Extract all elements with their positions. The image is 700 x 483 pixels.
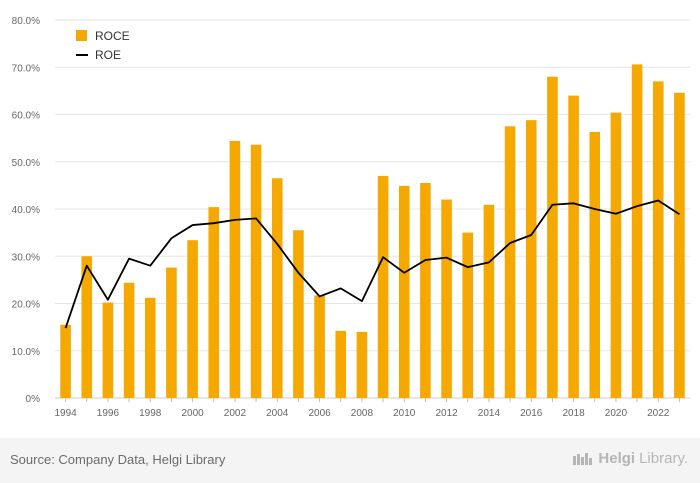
roce-bar [568, 95, 579, 398]
y-axis: 0% 10.0% 20.0% 30.0% 40.0% 50.0% 60.0% 70.0% 80.… [12, 16, 40, 405]
roce-bar [356, 331, 368, 398]
x-tick-label: 2000 [181, 408, 204, 419]
brand-name-light: Library. [639, 450, 688, 467]
y-tick-label: 80.0% [12, 16, 40, 27]
y-tick-label: 10.0% [12, 347, 40, 358]
footer: Source: Company Data, Helgi Library Helg… [0, 438, 700, 483]
roce-bar [60, 324, 71, 398]
y-tick-label: 30.0% [12, 252, 40, 263]
roe-line-group [64, 199, 680, 329]
roce-bar [504, 126, 516, 398]
roce-bar [420, 183, 431, 398]
roce-bar [652, 81, 664, 399]
source-text: Source: Company Data, Helgi Library [10, 452, 226, 467]
chart: 0% 10.0% 20.0% 30.0% 40.0% 50.0% 60.0% 70.0% 80.… [12, 16, 690, 419]
roce-bar [314, 295, 325, 398]
roce-bar [525, 120, 537, 399]
roe-line [64, 199, 680, 329]
roce-bar [610, 112, 622, 399]
x-tick-label: 2002 [224, 408, 247, 419]
legend-roe-label: ROE [95, 48, 121, 62]
x-tick-label: 2008 [351, 408, 374, 419]
x-tick-label: 2018 [562, 408, 585, 419]
library-logo-icon [573, 452, 593, 465]
brand-name-bold: Helgi [598, 450, 636, 467]
roce-bar [589, 131, 601, 399]
roce-bar [398, 185, 410, 398]
legend-roce-swatch [76, 30, 87, 41]
legend: ROCE ROE [76, 29, 130, 62]
roce-bar [208, 207, 220, 398]
roce-bar [547, 76, 558, 398]
x-axis: 1994 1996 1998 2000 2002 2004 2006 2008 2010 2012… [54, 398, 680, 419]
roce-bar [462, 232, 474, 398]
roce-bar [250, 144, 262, 398]
y-tick-label: 20.0% [12, 300, 40, 311]
x-tick-label: 2012 [435, 408, 458, 419]
roce-bar [81, 256, 93, 398]
legend-roce-label: ROCE [95, 29, 130, 43]
y-tick-label: 70.0% [12, 63, 40, 74]
roce-bar [631, 64, 643, 398]
y-tick-label: 50.0% [12, 158, 40, 169]
roce-bar [229, 140, 241, 398]
x-tick-label: 2004 [266, 408, 289, 419]
roce-bars [60, 64, 685, 399]
brand-logo: Helgi Library. [572, 450, 688, 467]
x-tick-label: 1994 [54, 408, 77, 419]
y-tick-label: 60.0% [12, 111, 40, 122]
x-tick-label: 1996 [97, 408, 120, 419]
roce-bar [102, 302, 114, 398]
x-tick-label: 2020 [605, 408, 628, 419]
x-tick-label: 2014 [478, 408, 501, 419]
x-tick-label: 2010 [393, 408, 416, 419]
y-tick-label: 0% [26, 394, 41, 405]
roce-bar [123, 282, 135, 398]
roce-bar [674, 92, 685, 398]
roce-bar [271, 178, 283, 398]
x-tick-label: 2016 [520, 408, 543, 419]
roce-bar [483, 204, 495, 398]
roce-bar [166, 267, 177, 398]
grid-lines [55, 19, 690, 399]
roce-bar [144, 297, 156, 398]
roce-bar [187, 240, 198, 398]
x-tick-label: 1998 [139, 408, 162, 419]
y-tick-label: 40.0% [12, 205, 40, 216]
roce-bar [293, 230, 304, 398]
roce-bar [335, 330, 347, 398]
roce-bar [441, 199, 452, 398]
x-tick-label: 2006 [308, 408, 331, 419]
x-tick-label: 2022 [647, 408, 670, 419]
roce-bar [377, 175, 389, 398]
